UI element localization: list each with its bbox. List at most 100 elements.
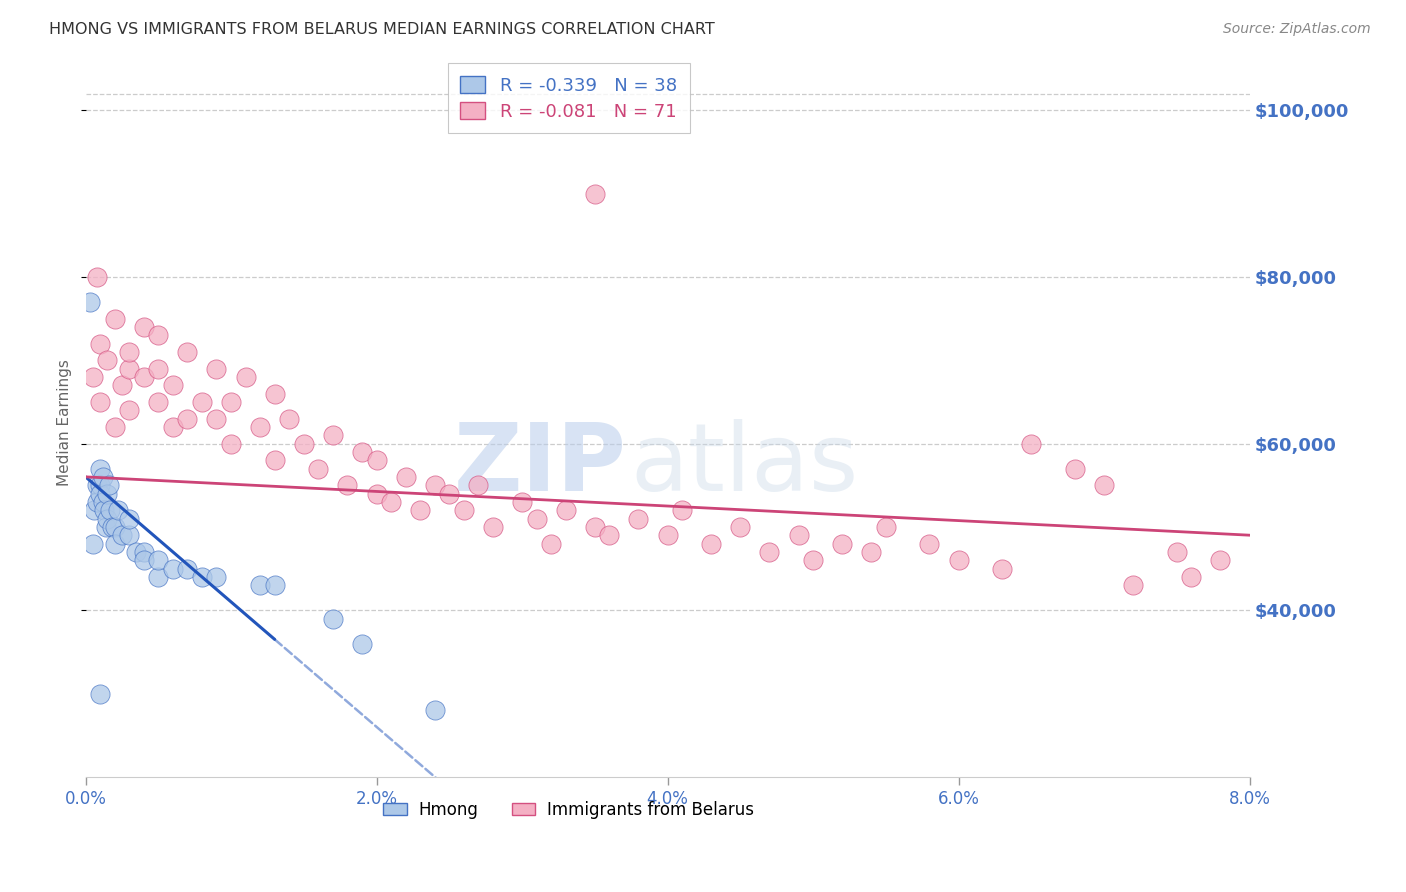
Point [1064,461,1087,475]
Point [86,495,108,509]
Point [918,536,941,550]
Legend: Hmong, Immigrants from Belarus: Hmong, Immigrants from Belarus [377,794,761,825]
Point [526,511,548,525]
Text: HMONG VS IMMIGRANTS FROM BELARUS MEDIAN EARNINGS CORRELATION CHART: HMONG VS IMMIGRANTS FROM BELARUS MEDIAN … [49,22,716,37]
Point [263,578,285,592]
Point [787,528,810,542]
Point [162,378,184,392]
Point [89,336,111,351]
Point [118,344,141,359]
Point [132,553,155,567]
Point [292,436,315,450]
Point [91,495,114,509]
Point [1209,553,1232,567]
Point [191,570,214,584]
Point [1166,545,1188,559]
Point [219,395,242,409]
Text: Source: ZipAtlas.com: Source: ZipAtlas.com [1223,22,1371,37]
Point [583,520,606,534]
Point [104,536,127,550]
Point [111,528,134,542]
Point [104,520,127,534]
Point [991,561,1014,575]
Point [758,545,780,559]
Point [148,361,170,376]
Point [423,703,446,717]
Point [89,395,111,409]
Point [205,361,228,376]
Point [700,536,723,550]
Point [380,495,402,509]
Point [98,503,121,517]
Point [1021,436,1043,450]
Point [467,478,489,492]
Point [162,420,184,434]
Point [89,687,111,701]
Point [132,369,155,384]
Point [107,503,129,517]
Point [83,503,105,517]
Point [948,553,970,567]
Point [96,486,118,500]
Point [322,428,344,442]
Point [205,570,228,584]
Point [395,470,418,484]
Point [627,511,650,525]
Point [100,520,122,534]
Point [801,553,824,567]
Point [540,536,562,550]
Point [598,528,620,542]
Point [307,461,329,475]
Point [831,536,853,550]
Point [453,503,475,517]
Y-axis label: Median Earnings: Median Earnings [58,359,72,486]
Point [148,328,170,343]
Point [249,578,271,592]
Point [97,478,120,492]
Point [554,503,576,517]
Point [657,528,679,542]
Point [148,553,170,567]
Point [423,478,446,492]
Point [162,561,184,575]
Point [366,453,388,467]
Point [79,294,101,309]
Point [86,478,108,492]
Text: ZIP: ZIP [454,419,627,511]
Point [82,369,104,384]
Point [176,561,198,575]
Point [176,344,198,359]
Point [510,495,533,509]
Point [278,411,301,425]
Point [860,545,883,559]
Point [89,478,111,492]
Point [132,545,155,559]
Text: atlas: atlas [630,419,859,511]
Point [350,636,373,650]
Point [235,369,257,384]
Point [730,520,752,534]
Point [671,503,693,517]
Point [336,478,359,492]
Point [93,503,115,517]
Point [249,420,271,434]
Point [1122,578,1144,592]
Point [205,411,228,425]
Point [366,486,388,500]
Point [86,269,108,284]
Point [96,353,118,368]
Point [583,186,606,201]
Point [875,520,897,534]
Point [96,511,118,525]
Point [104,311,127,326]
Point [89,461,111,475]
Point [322,611,344,625]
Point [263,386,285,401]
Point [350,445,373,459]
Point [89,486,111,500]
Point [125,545,148,559]
Point [1180,570,1202,584]
Point [191,395,214,409]
Point [118,528,141,542]
Point [482,520,505,534]
